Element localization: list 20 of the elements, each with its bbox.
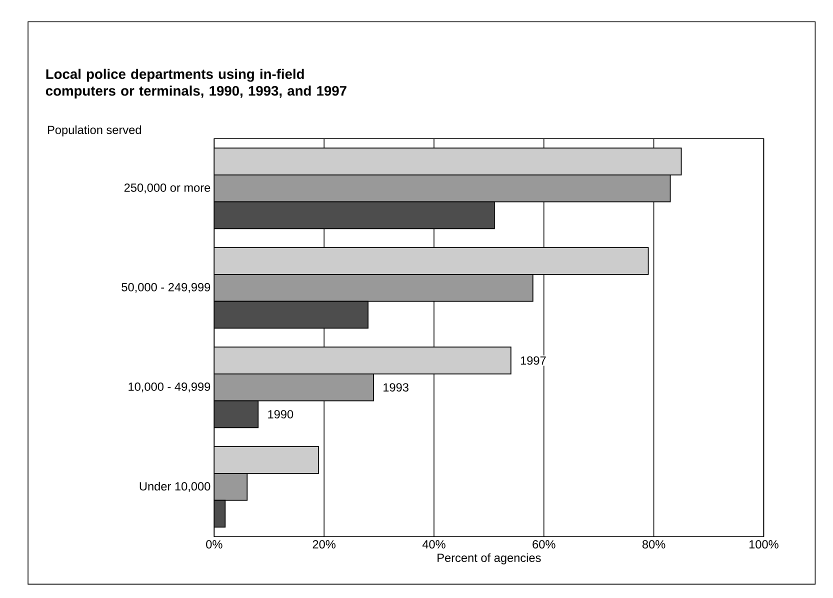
y-tick-label: 50,000 - 249,999: [122, 282, 210, 293]
series-label: 1993: [384, 383, 408, 392]
y-axis-title: Population served: [48, 125, 142, 136]
x-axis-title: Percent of agencies: [438, 553, 541, 564]
x-tick-label: 100%: [749, 540, 778, 548]
series-label: 1990: [268, 410, 294, 418]
x-tick-label: 80%: [642, 540, 666, 548]
y-tick-label: 10,000 - 49,999: [128, 382, 210, 392]
bar: [214, 174, 671, 202]
x-tick-label: 60%: [532, 540, 556, 548]
x-tick-label: 40%: [422, 540, 446, 548]
series-label: 1997: [520, 356, 546, 365]
bar: [214, 274, 534, 302]
y-tick-label: Under 10,000: [140, 482, 210, 492]
chart-title: Local police departments using in-field computers or terminals, 1990, 1993, and 1997: [46, 68, 346, 98]
bar: [214, 373, 374, 402]
x-tick-label: 0%: [206, 540, 222, 548]
bar: [214, 473, 248, 501]
x-tick-label: 20%: [312, 540, 336, 548]
y-tick-label: 250,000 or more: [124, 183, 210, 194]
